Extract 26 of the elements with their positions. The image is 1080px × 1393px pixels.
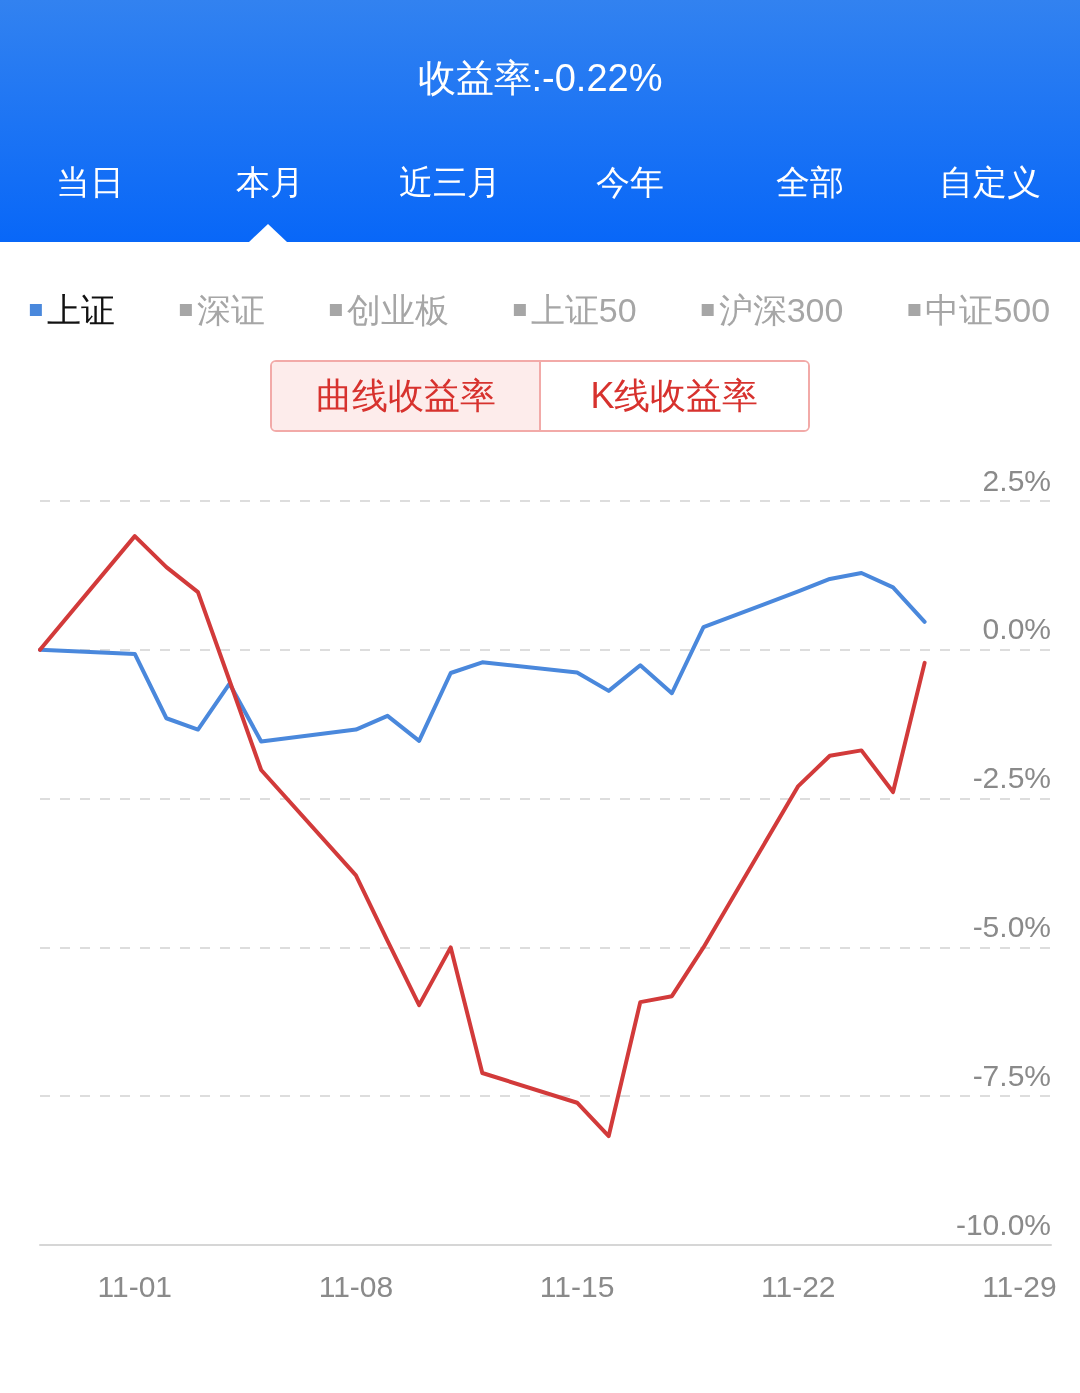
text: 本月	[236, 163, 304, 201]
legend-label: 深证	[196, 291, 265, 329]
y-tick-label: -5.0%	[972, 909, 1051, 943]
x-tick-label: 11-29	[982, 1269, 1057, 1303]
legend-label: 沪深300	[718, 291, 844, 329]
chart-title: 收益率:-0.22%	[417, 57, 663, 99]
x-tick-label: 11-15	[539, 1269, 615, 1303]
legend-label: 中证500	[925, 291, 1051, 329]
text: 今年	[596, 163, 664, 201]
toggle-button: K线收益率	[539, 362, 808, 430]
y-tick-label: 0.0%	[982, 612, 1051, 646]
x-tick-label: 11-08	[318, 1269, 394, 1303]
y-tick-label: -10.0%	[955, 1207, 1051, 1241]
text: 当日	[56, 163, 124, 201]
y-tick-label: -2.5%	[972, 761, 1051, 795]
y-tick-label: -7.5%	[972, 1058, 1051, 1092]
legend-label: 上证50	[530, 291, 637, 329]
text: 自定义	[939, 163, 1041, 201]
x-tick-label: 11-22	[760, 1269, 836, 1303]
legend-label: 上证	[46, 291, 115, 329]
y-tick-label: 2.5%	[982, 463, 1051, 497]
text: 近三月	[399, 163, 501, 201]
x-tick-label: 11-01	[97, 1269, 173, 1303]
legend-label: 创业板	[346, 291, 449, 329]
text: 全部	[776, 163, 844, 201]
toggle-button: 曲线收益率	[272, 362, 539, 430]
